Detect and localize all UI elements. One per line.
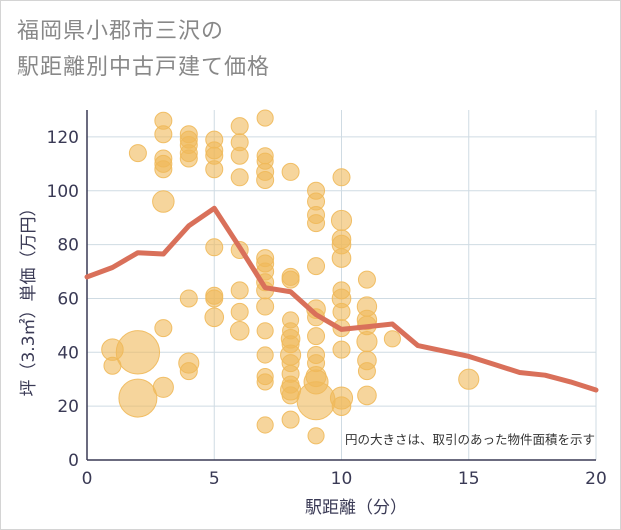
x-tick-label: 5 (209, 469, 220, 489)
x-axis-label: 駅距離（分） (305, 498, 407, 518)
bubble-point (256, 416, 274, 434)
bubble-point (281, 162, 300, 181)
bubble-point (307, 427, 325, 445)
bubble-point (179, 149, 198, 168)
bubble-point (179, 289, 198, 308)
y-tick-label: 60 (57, 289, 79, 309)
bubble-point (281, 270, 300, 289)
bubble-size-note: 円の大きさは、取引のあった物件面積を示す (345, 432, 595, 447)
bubble-point (332, 302, 351, 321)
bubble-point (307, 327, 326, 346)
bubble-point (256, 346, 274, 364)
y-tick-label: 100 (47, 182, 79, 202)
bubble-point (356, 330, 378, 353)
line-layer (84, 205, 599, 393)
bubble-point (256, 297, 275, 316)
bubble-point (307, 214, 326, 233)
average-price-line (84, 205, 599, 393)
bubble-point (205, 289, 224, 308)
chart-title-line-1: 福岡県小郡市三沢の (17, 19, 225, 44)
bubble-point (357, 385, 377, 406)
bubble-point (179, 362, 198, 381)
bubble-point (330, 209, 353, 231)
bubble-point (256, 322, 274, 340)
bubble-point (331, 396, 352, 416)
bubble-point (307, 257, 326, 276)
bubble-point (205, 238, 224, 257)
bubble-point (230, 281, 249, 300)
bubble-point (205, 160, 224, 179)
bubble-point (154, 319, 173, 338)
bubble-point (332, 340, 351, 359)
bubble-point (256, 171, 275, 189)
bubble-point (230, 117, 249, 136)
bubble-point (296, 381, 336, 421)
bubble-point (204, 307, 225, 328)
bubble-point (103, 356, 122, 375)
bubble-point (383, 330, 401, 348)
bubble-point (118, 378, 158, 418)
bubble-point (332, 168, 351, 187)
bubble-point (357, 270, 376, 289)
bubble-point (152, 376, 174, 398)
y-tick-label: 20 (57, 397, 79, 417)
bubble-point (281, 386, 300, 405)
chart-title: 福岡県小郡市三沢の 駅距離別中古戸建て価格 (17, 14, 270, 86)
bubble-point (256, 373, 274, 391)
y-axis-label: 坪（3.3㎡）単価（万円） (19, 199, 39, 396)
bubble-point (256, 109, 274, 127)
y-tick-label: 80 (57, 236, 79, 256)
bubble-point (281, 410, 300, 429)
bubble-point (458, 368, 480, 390)
bubble-point (152, 190, 175, 213)
y-tick-label: 120 (47, 128, 79, 148)
bubble-point (357, 362, 376, 381)
bubble-point (230, 168, 249, 187)
bubble-point (230, 302, 249, 321)
bubble-layer (101, 109, 480, 445)
tick-labels: 0 20 40 60 80 100 120 0 5 10 15 20 (47, 128, 607, 489)
bubble-point (229, 320, 250, 341)
bubble-point (154, 160, 173, 179)
bubble-point (331, 248, 352, 268)
x-tick-label: 0 (82, 469, 93, 489)
y-tick-label: 0 (68, 451, 79, 471)
x-tick-label: 20 (585, 469, 607, 489)
y-tick-label: 40 (57, 343, 79, 363)
bubble-point (154, 125, 173, 144)
chart-title-line-2: 駅距離別中古戸建て価格 (17, 55, 271, 80)
bubble-point (128, 144, 147, 163)
x-tick-label: 10 (331, 469, 353, 489)
x-tick-label: 15 (458, 469, 480, 489)
bubble-point (230, 146, 249, 165)
